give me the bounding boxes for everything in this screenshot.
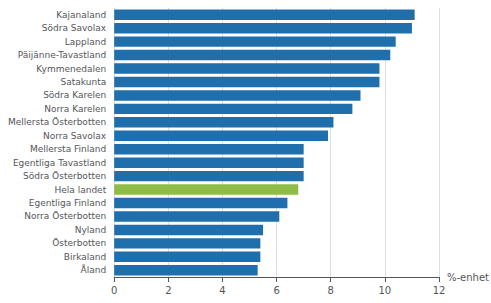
svg-text:2: 2 [165,285,171,296]
svg-text:Norra Österbotten: Norra Österbotten [24,211,106,221]
svg-text:Nyland: Nyland [75,225,107,235]
svg-text:10: 10 [378,285,391,296]
svg-text:Kajanaland: Kajanaland [56,10,106,20]
svg-text:Södra Karelen: Södra Karelen [43,90,106,100]
svg-text:Mellersta Finland: Mellersta Finland [30,144,106,154]
svg-text:Kymmenedalen: Kymmenedalen [36,64,106,74]
svg-text:12: 12 [433,285,446,296]
svg-text:Lappland: Lappland [65,37,106,47]
svg-text:0: 0 [111,285,117,296]
svg-text:Egentliga Finland: Egentliga Finland [29,198,106,208]
svg-text:Birkaland: Birkaland [64,252,106,262]
svg-text:Hela landet: Hela landet [55,185,107,195]
svg-text:4: 4 [219,285,225,296]
svg-text:Österbotten: Österbotten [52,238,106,248]
svg-text:%-enhet: %-enhet [447,272,489,283]
svg-text:Egentliga Tavastland: Egentliga Tavastland [13,158,106,168]
svg-text:Åland: Åland [81,264,107,275]
svg-text:Södra Österbotten: Södra Österbotten [23,171,106,181]
svg-text:Päijänne-Tavastland: Päijänne-Tavastland [18,50,106,60]
svg-text:Satakunta: Satakunta [61,77,107,87]
svg-text:8: 8 [328,285,334,296]
svg-text:Södra Savolax: Södra Savolax [42,23,107,33]
svg-text:Norra Savolax: Norra Savolax [43,131,107,141]
svg-text:Mellersta Österbotten: Mellersta Österbotten [8,117,106,127]
svg-text:Norra Karelen: Norra Karelen [44,104,106,114]
svg-text:6: 6 [273,285,279,296]
